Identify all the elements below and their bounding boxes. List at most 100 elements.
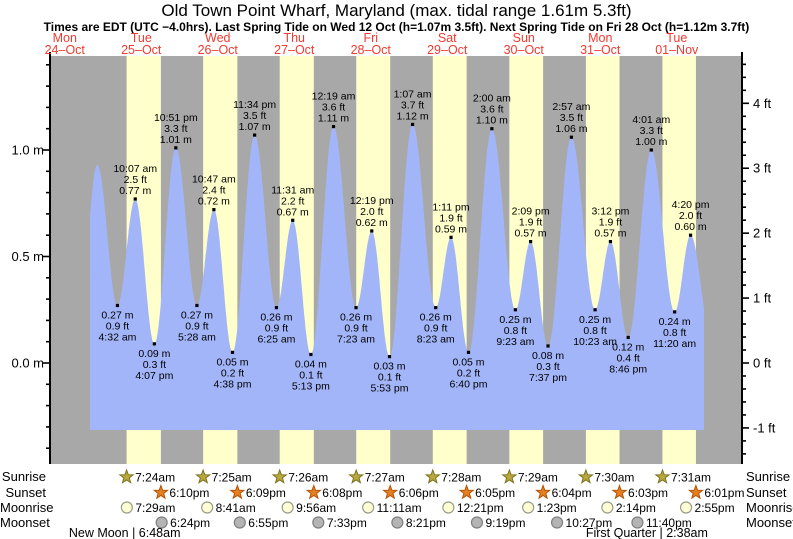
sunset-time: 6:05pm (475, 486, 515, 500)
tide-extreme-dot (230, 350, 235, 354)
day-date-label: 30–Oct (504, 43, 545, 57)
low-tide-label: 0.05 m (216, 356, 248, 368)
tide-extreme-dot (466, 350, 471, 354)
low-tide-label: 5:28 am (178, 331, 216, 343)
moonrise-time: 11:11am (377, 501, 422, 515)
high-tide-label: 3.7 ft (401, 99, 424, 111)
axis-ticks (43, 63, 749, 455)
sunrise-icon (424, 468, 441, 484)
tide-extreme-dot (115, 303, 120, 308)
high-tide-label: 12:19 pm (350, 195, 394, 207)
sunset-time: 6:08pm (322, 486, 362, 500)
tide-extreme-dot (673, 310, 677, 314)
moonset-time: 7:33pm (327, 516, 367, 530)
low-tide-label: 0.27 m (101, 309, 133, 321)
moonset-icon (312, 516, 325, 529)
sunrise-icon (654, 468, 671, 484)
high-tide-label: 2:09 pm (512, 206, 550, 218)
low-tide-label: 4:38 pm (214, 378, 252, 390)
low-tide-label: 5:53 pm (371, 383, 409, 395)
right-axis-tick-label: 3 ft (753, 161, 771, 176)
high-tide-label: 2:57 am (552, 101, 590, 113)
day-of-week-label: Fri (363, 31, 378, 45)
low-tide-label: 0.26 m (260, 312, 292, 324)
high-tide-label: 12:19 am (312, 91, 356, 103)
day-date-label: 29–Oct (427, 43, 468, 57)
low-tide-label: 5:13 pm (292, 380, 330, 392)
high-tide-label: 2.0 ft (360, 206, 383, 218)
low-tide-label: 0.3 ft (143, 359, 166, 371)
high-tide-label: 11:31 am (271, 184, 314, 196)
sunset-icon (687, 484, 704, 500)
right-axis-tick-label: 0 ft (753, 356, 771, 371)
tide-extreme-dot (291, 218, 295, 222)
tide-extreme-dot (529, 239, 533, 244)
high-tide-label: 1.06 m (555, 123, 587, 135)
moonrise-icon (679, 501, 693, 514)
tide-extreme-dot (569, 135, 574, 139)
right-axis-tick-label: 2 ft (753, 226, 771, 241)
low-tide-label: 0.03 m (373, 361, 405, 373)
sunrise-icon (577, 468, 594, 484)
moonset-icon (391, 516, 404, 529)
sunrise-time: 7:29am (518, 471, 558, 485)
high-tide-label: 4:01 am (632, 114, 670, 126)
low-tide-label: 0.9 ft (344, 323, 367, 335)
tide-extreme-dot (387, 355, 392, 359)
tide-extreme-dot (212, 208, 216, 212)
moonrise-icon (201, 501, 214, 514)
high-tide-label: 10:47 am (192, 174, 236, 186)
left-axis-tick-label: 0.0 m (11, 356, 44, 371)
high-tide-label: 4:20 pm (672, 199, 710, 211)
high-tide-label: 3.6 ft (480, 104, 503, 116)
sunset-icon (458, 484, 475, 500)
high-tide-label: 0.57 m (594, 228, 626, 240)
moonset-time: 9:19pm (485, 516, 525, 530)
sunrise-icon (501, 468, 518, 484)
high-tide-label: 0.57 m (515, 228, 547, 240)
tide-extreme-dot (331, 124, 336, 129)
day-of-week-label: Tue (666, 31, 687, 45)
right-axis-tick-label: 4 ft (753, 96, 771, 111)
sunrise-icon (271, 468, 288, 484)
page-title: Old Town Point Wharf, Maryland (max. tid… (161, 1, 632, 20)
moonrise-time: 1:23pm (537, 501, 577, 515)
low-tide-label: 7:23 am (337, 334, 375, 346)
low-tide-label: 0.05 m (452, 356, 484, 368)
tide-extreme-dot (410, 122, 415, 127)
high-tide-label: 1:11 pm (432, 201, 469, 213)
high-tide-label: 2.5 ft (124, 174, 147, 186)
day-date-label: 27–Oct (274, 43, 315, 57)
tide-extreme-dot (434, 306, 438, 310)
moonset-icon (631, 516, 644, 529)
day-date-label: 01–Nov (655, 43, 699, 57)
tide-extreme-dot (649, 148, 653, 152)
moonrise-time: 12:21pm (457, 501, 504, 515)
day-date-label: 28–Oct (351, 43, 392, 57)
sunrise-row-label-left: Sunrise (1, 469, 46, 484)
tide-extreme-dot (688, 233, 693, 237)
moonset-icon (155, 516, 168, 529)
high-tide-label: 1:07 am (394, 88, 432, 100)
moonrise-icon (601, 501, 614, 514)
sunset-time: 6:06pm (399, 486, 439, 500)
high-tide-label: 1.9 ft (519, 217, 542, 229)
low-tide-label: 0.24 m (659, 316, 691, 328)
sunset-icon (611, 484, 628, 500)
day-of-week-label: Tue (131, 31, 152, 45)
tide-extreme-dot (195, 303, 199, 308)
low-tide-label: 0.9 ft (265, 323, 288, 335)
sunrise-icon (348, 468, 365, 484)
day-of-week-label: Mon (53, 31, 77, 45)
sunrise-time: 7:25am (212, 471, 252, 485)
moonset-row-label-left: Moonset (0, 515, 50, 530)
high-tide-label: 2.2 ft (281, 195, 304, 207)
high-tide-label: 1.11 m (318, 113, 350, 125)
high-tide-label: 3.5 ft (243, 110, 266, 122)
tide-extreme-dot (626, 335, 630, 340)
moonset-time: 11:40pm (646, 516, 692, 530)
high-tide-label: 1.9 ft (599, 217, 622, 229)
day-of-week-label: Sat (438, 31, 457, 45)
sunset-icon (152, 484, 169, 500)
